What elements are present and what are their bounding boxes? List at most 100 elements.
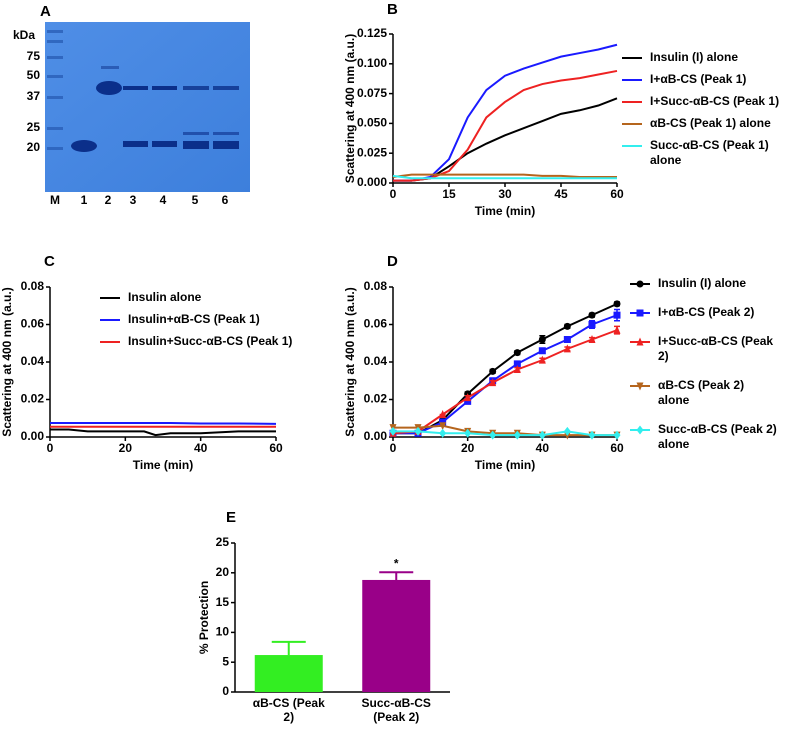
x-tick-label: 45 — [554, 187, 568, 201]
legend-label: Insulin+Succ-αB-CS (Peak 1) — [128, 334, 292, 348]
marker — [439, 422, 447, 431]
y-axis-label: % Protection — [197, 581, 211, 654]
text-line: Insulin (I) alone — [658, 276, 746, 290]
legend-label: αB-CS (Peak 1) alone — [650, 116, 771, 130]
marker — [489, 367, 497, 375]
x-tick-label: 60 — [269, 441, 283, 455]
lane-label: 5 — [192, 193, 199, 207]
y-tick-label: 0.04 — [21, 354, 45, 368]
marker — [613, 300, 621, 308]
lane-label: 2 — [105, 193, 112, 207]
text-line: (Peak 2) — [373, 710, 419, 724]
marker — [613, 430, 621, 440]
x-tick-label: 30 — [498, 187, 512, 201]
text-line: I+αB-CS (Peak 2) — [658, 305, 754, 319]
x-tick-label: 40 — [194, 441, 208, 455]
legend-label: Succ-αB-CS (Peak 2) alone — [658, 422, 777, 451]
marker — [513, 349, 521, 357]
annotation: * — [394, 556, 399, 570]
marker-label: 37 — [27, 89, 41, 103]
marker — [538, 430, 546, 440]
legend-label: Insulin alone — [128, 290, 202, 304]
y-tick-label: 0 — [222, 684, 229, 698]
x-tick-label: 0 — [390, 441, 397, 455]
error-bar — [271, 640, 306, 656]
text-line: I+Succ-αB-CS (Peak — [658, 334, 773, 348]
legend-marker — [636, 309, 644, 317]
x-tick-label: 40 — [536, 441, 550, 455]
series-line — [393, 302, 618, 435]
legend-label: I+αB-CS (Peak 2) — [658, 305, 754, 319]
y-tick-label: 0.075 — [357, 86, 387, 100]
text-line: Insulin+αB-CS (Peak 1) — [128, 312, 260, 326]
legend-label: αB-CS (Peak 2) alone — [658, 378, 744, 407]
lane-label: 4 — [160, 193, 167, 207]
y-tick-label: 10 — [216, 625, 230, 639]
x-tick-label: 60 — [610, 187, 624, 201]
x-tick-label: Succ-αB-CS (Peak 2) — [362, 696, 431, 724]
text-line: Succ-αB-CS (Peak 1) — [650, 138, 769, 152]
marker — [489, 430, 497, 440]
panel-label: D — [387, 253, 398, 270]
marker — [464, 393, 472, 402]
x-tick-label: 20 — [119, 441, 133, 455]
y-tick-label: 0.125 — [357, 26, 387, 40]
marker — [439, 428, 447, 438]
text-line: I+Succ-αB-CS (Peak 1) — [650, 94, 779, 108]
marker — [538, 355, 546, 364]
marker — [563, 426, 571, 436]
y-axis-label: Scattering at 400 nm (a.u.) — [0, 287, 14, 436]
legend-label: Insulin+αB-CS (Peak 1) — [128, 312, 260, 326]
marker — [513, 365, 521, 373]
y-tick-label: 0.02 — [364, 392, 388, 406]
error-bar — [379, 571, 414, 580]
marker — [439, 418, 447, 426]
marker — [439, 410, 447, 418]
series-line — [393, 69, 618, 182]
marker — [538, 347, 546, 355]
marker — [563, 336, 571, 343]
text-line: αB-CS (Peak — [253, 696, 325, 710]
text-line: 2) — [283, 710, 294, 724]
legend-marker — [636, 382, 644, 391]
marker — [588, 311, 596, 319]
text-line: Succ-αB-CS (Peak 2) — [658, 422, 777, 436]
marker — [563, 344, 571, 353]
marker-label: 75 — [27, 49, 41, 63]
text-line: 2) — [658, 349, 669, 363]
lane-label: 6 — [222, 193, 229, 207]
legend-label: Insulin (I) alone — [658, 276, 746, 290]
text-line: I+αB-CS (Peak 1) — [650, 72, 746, 86]
series-line — [50, 421, 277, 425]
marker — [613, 325, 621, 334]
legend-label: I+αB-CS (Peak 1) — [650, 72, 746, 86]
y-tick-label: 0.08 — [21, 279, 45, 293]
y-tick-label: 5 — [222, 654, 229, 668]
y-tick-label: 0.06 — [21, 317, 45, 331]
text-line: Succ-αB-CS — [362, 696, 431, 710]
series-line — [392, 174, 617, 180]
y-tick-label: 0.04 — [364, 354, 388, 368]
legend-marker — [636, 425, 644, 435]
y-tick-label: 0.02 — [21, 392, 45, 406]
x-axis-label: Time (min) — [475, 458, 535, 472]
marker — [389, 426, 397, 436]
y-axis-label: Scattering at 400 nm (a.u.) — [343, 34, 357, 183]
marker-label: 20 — [27, 140, 41, 154]
y-tick-label: 0.00 — [364, 429, 388, 443]
unit-label: kDa — [13, 28, 35, 42]
y-tick-label: 0.08 — [364, 279, 388, 293]
panel-label: A — [40, 3, 51, 20]
bar — [254, 655, 323, 692]
marker — [513, 430, 521, 440]
legend-label: I+Succ-αB-CS (Peak 2) — [658, 334, 773, 363]
marker — [538, 336, 546, 343]
marker — [563, 322, 571, 330]
marker — [414, 426, 422, 436]
marker — [613, 311, 621, 319]
series-line — [393, 97, 618, 182]
text-line: αB-CS (Peak 2) — [658, 378, 744, 392]
y-tick-label: 15 — [216, 595, 230, 609]
x-tick-label: 15 — [442, 187, 456, 201]
series-line — [393, 314, 618, 435]
